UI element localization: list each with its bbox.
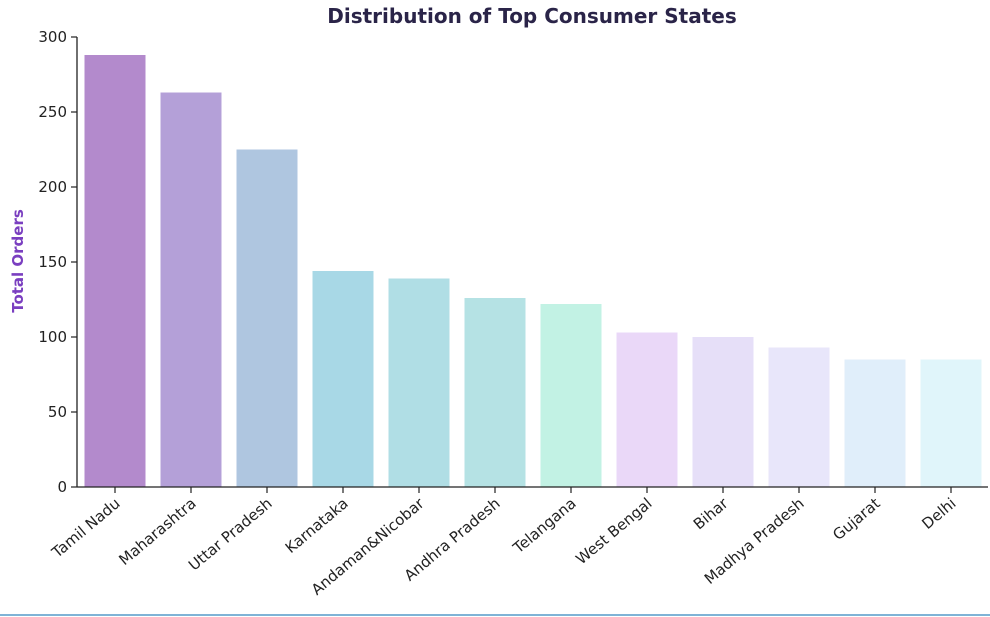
bar [464,298,526,487]
y-tick-label: 150 [38,253,67,271]
bar [540,304,602,487]
bar [160,92,222,487]
chart-title: Distribution of Top Consumer States [327,4,736,28]
bar [236,149,298,487]
bar [692,337,754,487]
y-axis-ticks: 0 50 100 150 200 250 300 [38,28,77,496]
x-tick-label: Gujarat [829,494,883,544]
y-tick-label: 200 [38,178,67,196]
bars-group [84,55,982,487]
bottom-divider [0,614,990,616]
y-tick-label: 0 [57,478,67,496]
x-tick-label: Tamil Nadu [48,494,124,562]
y-tick-label: 250 [38,103,67,121]
bar [84,55,146,487]
x-tick-label: Delhi [918,494,959,533]
bar [768,347,830,487]
x-tick-label: West Bengal [572,494,655,568]
bar [920,359,982,487]
x-tick-label: Uttar Pradesh [185,494,276,574]
bar [844,359,906,487]
x-tick-label: Telangana [509,494,580,557]
x-tick-label: Bihar [690,494,732,534]
y-axis-label: Total Orders [9,209,27,313]
x-tick-label: Karnataka [282,494,352,557]
y-tick-label: 50 [48,403,67,421]
bar [388,278,450,487]
y-tick-label: 300 [38,28,67,46]
bar [312,271,374,487]
y-tick-label: 100 [38,328,67,346]
bar [616,332,678,487]
